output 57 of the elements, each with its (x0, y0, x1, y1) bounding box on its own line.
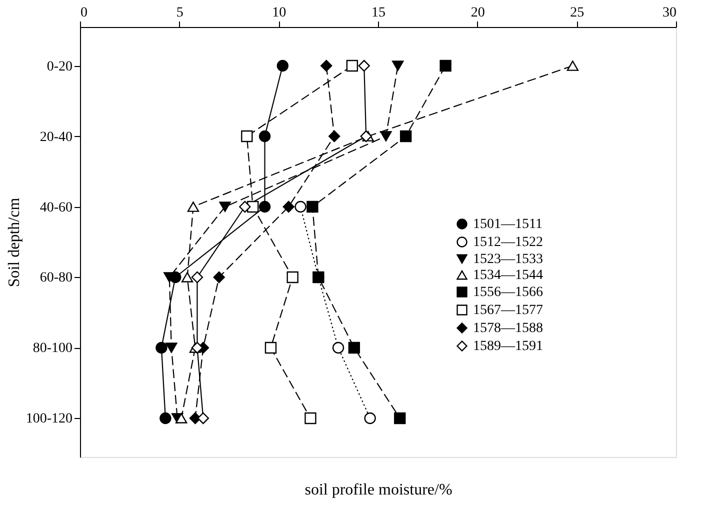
y-axis-title: Soil depth/cm (6, 197, 23, 288)
point (392, 60, 404, 71)
point (306, 200, 318, 213)
point (440, 60, 452, 72)
x-tick-label: 30 (662, 6, 676, 20)
point (166, 342, 178, 353)
point (282, 200, 294, 213)
x-tick-label: 5 (176, 6, 184, 20)
point (258, 200, 271, 213)
point (187, 202, 200, 212)
legend-label: 1523—1533 (473, 252, 543, 267)
point (276, 60, 288, 72)
x-axis-title: soil profile moisture/% (304, 482, 452, 498)
x-tick-label: 15 (372, 6, 386, 20)
y-tick-label: 40-60 (40, 200, 72, 216)
point (566, 60, 579, 71)
point (258, 130, 271, 142)
legend-label: 1501—1511 (473, 217, 542, 232)
y-tick-label: 60-80 (40, 270, 72, 286)
legend-label: 1589—1591 (473, 339, 543, 354)
point (160, 412, 172, 424)
legend-label: 1534—1544 (473, 268, 543, 283)
point (241, 130, 253, 142)
point (286, 271, 298, 284)
point (364, 412, 376, 424)
legend-label: 1567—1577 (473, 303, 543, 318)
y-tick-label: 80-100 (32, 341, 72, 356)
x-tick-label: 25 (570, 6, 584, 20)
point (304, 412, 316, 424)
x-tick-label: 0 (80, 6, 88, 20)
point (264, 342, 277, 354)
point (213, 271, 225, 284)
point (394, 412, 406, 424)
y-tick-label: 100-120 (26, 412, 72, 427)
point (346, 60, 358, 72)
legend-label: 1578—1588 (473, 321, 543, 336)
point (239, 200, 251, 213)
y-tick-label: 20-40 (40, 130, 72, 145)
x-tick-label: 10 (272, 6, 286, 20)
x-tick-label: 20 (470, 6, 485, 20)
point (380, 131, 392, 142)
y-tick-label: 0-20 (46, 59, 72, 74)
point (156, 342, 168, 354)
point (348, 342, 360, 354)
point (175, 413, 188, 424)
point (197, 412, 210, 424)
point (219, 202, 231, 212)
point (191, 271, 204, 284)
point (358, 60, 370, 72)
point (294, 200, 306, 213)
point (400, 130, 412, 142)
legend-label: 1512—1522 (473, 235, 543, 250)
point (332, 342, 344, 354)
point (328, 130, 340, 142)
point (320, 60, 332, 72)
point (181, 272, 194, 282)
legend-label: 1556—1566 (473, 285, 543, 300)
